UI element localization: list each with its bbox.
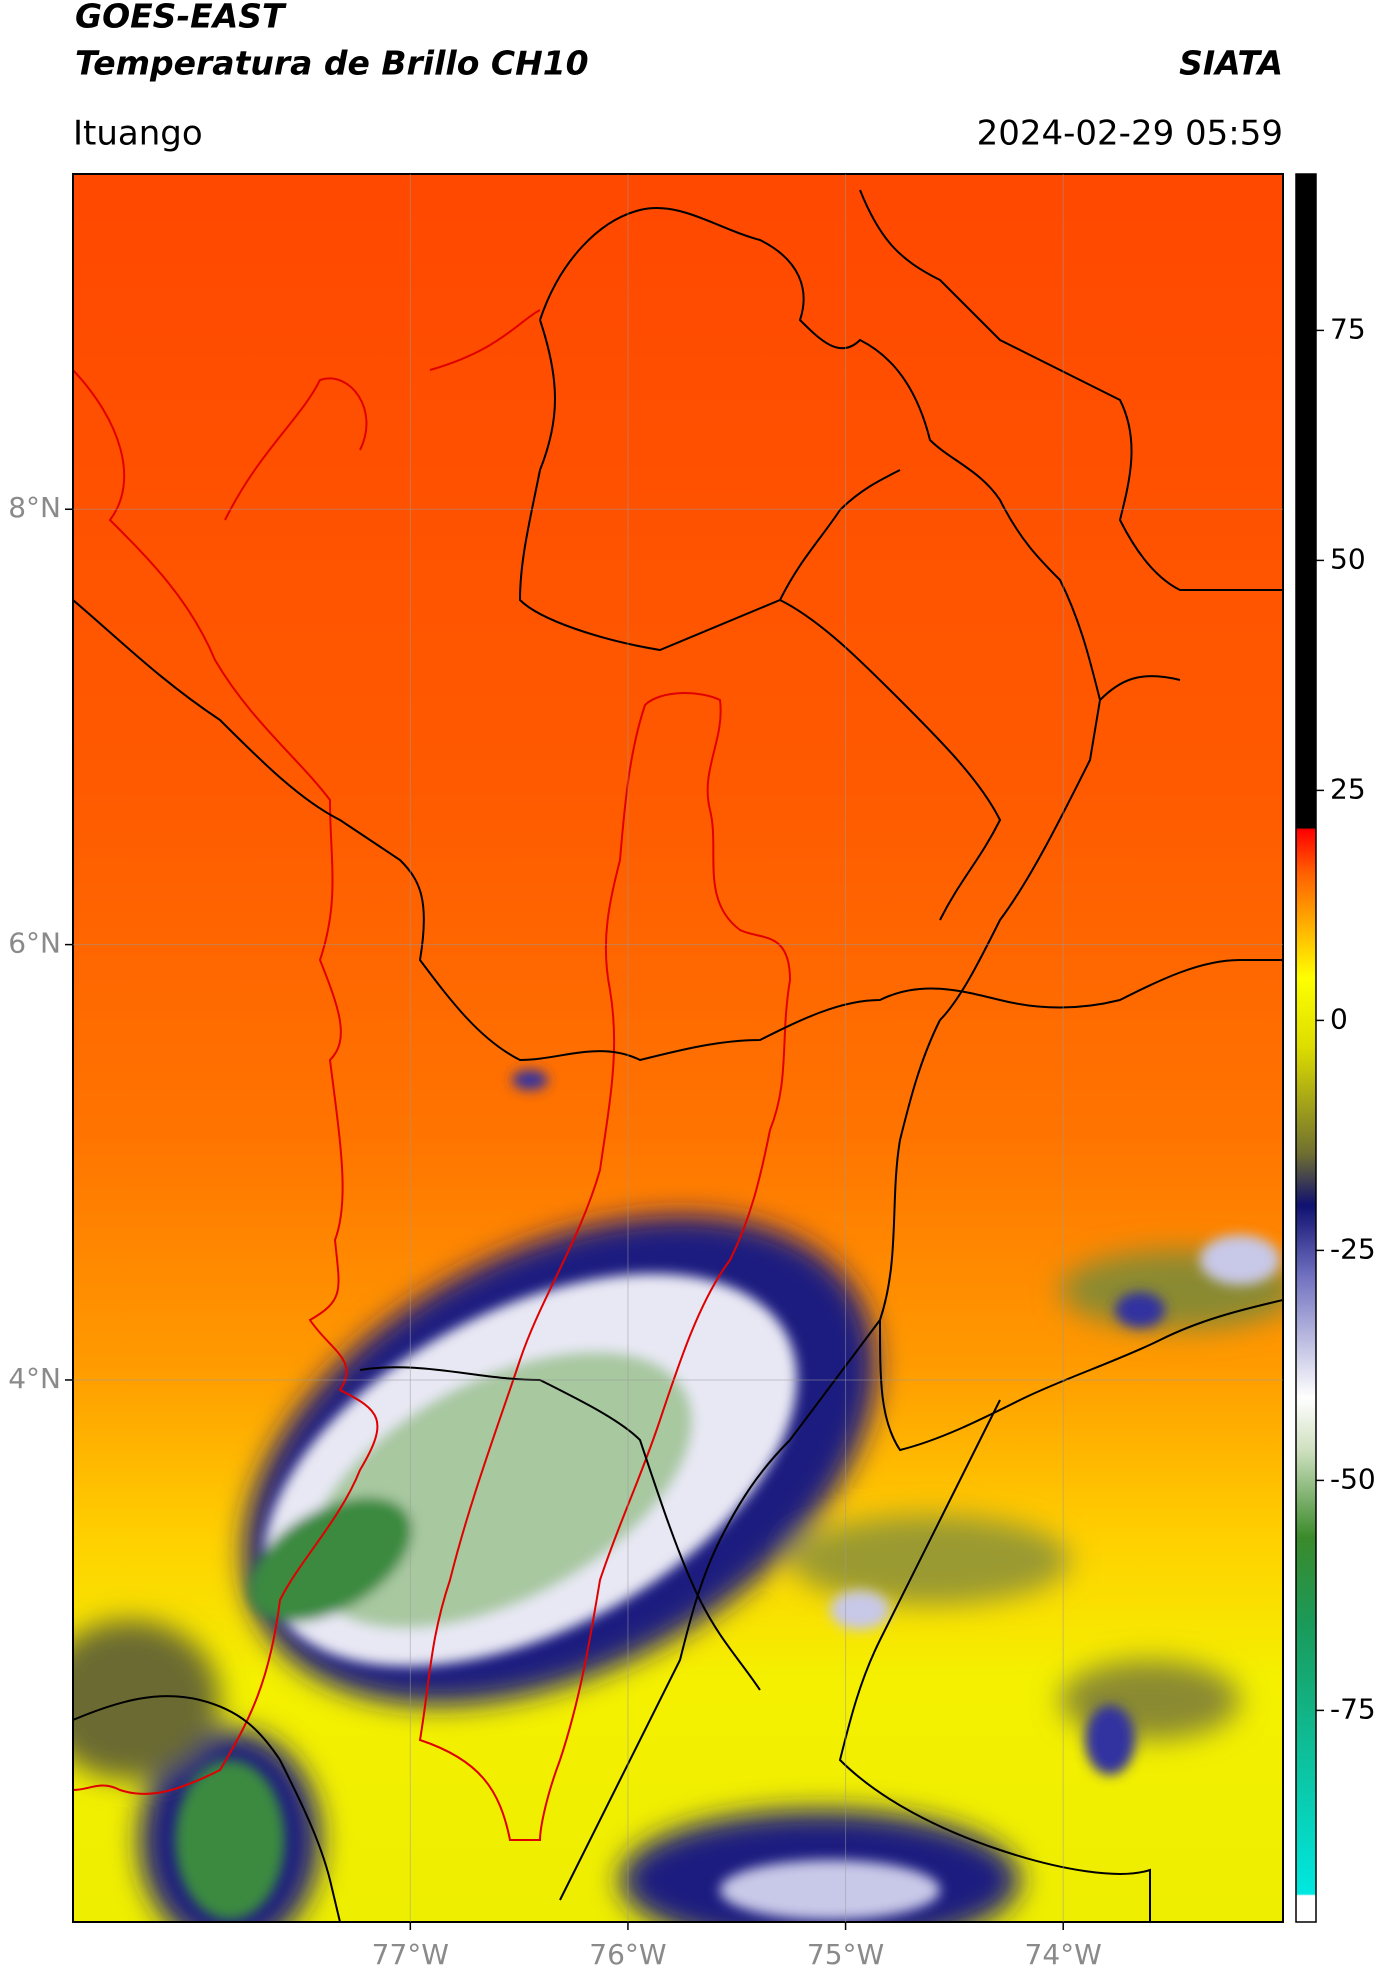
- colorbar-label: -25: [1330, 1232, 1376, 1265]
- map-frame: [72, 173, 1284, 1923]
- datetime: 2024-02-29 05:59: [977, 114, 1283, 154]
- y-tick-label: 6°N: [8, 927, 61, 960]
- source: SIATA: [1179, 44, 1283, 83]
- colorbar-label: -75: [1330, 1692, 1376, 1725]
- y-tick-label: 4°N: [8, 1362, 61, 1395]
- title: GOES-EAST: [75, 0, 287, 36]
- colorbar: [1295, 173, 1317, 1923]
- x-tick-label: 74°W: [1025, 1938, 1102, 1971]
- colorbar-label: 50: [1330, 542, 1366, 575]
- subtitle: Temperatura de Brillo CH10: [75, 44, 589, 83]
- y-tick-label: 8°N: [8, 491, 61, 524]
- colorbar-label: 0: [1330, 1002, 1348, 1035]
- colorbar-label: 25: [1330, 772, 1366, 805]
- location: Ituango: [73, 114, 203, 154]
- map-field: [73, 174, 1283, 1922]
- x-tick-label: 75°W: [807, 1938, 884, 1971]
- colorbar-label: -50: [1330, 1462, 1376, 1495]
- x-tick-label: 77°W: [372, 1938, 449, 1971]
- colorbar-label: 75: [1330, 312, 1366, 345]
- x-tick-label: 76°W: [589, 1938, 666, 1971]
